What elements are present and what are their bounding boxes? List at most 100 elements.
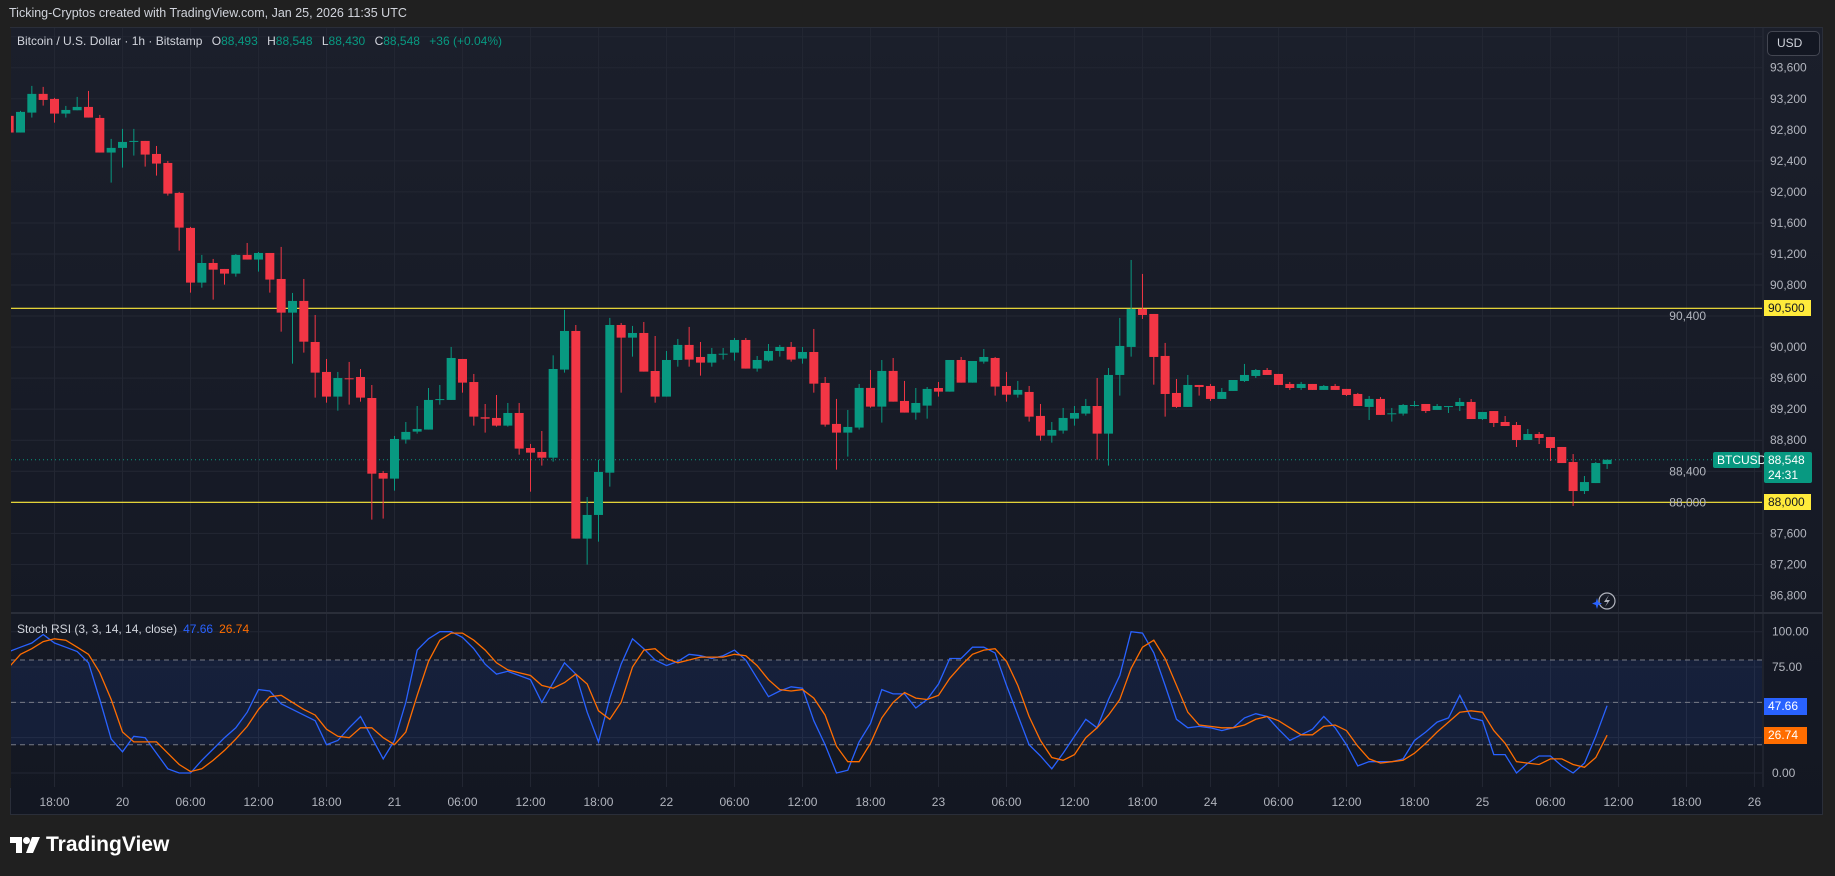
candle <box>1239 363 1249 382</box>
candle-body <box>1035 415 1045 436</box>
chart-caption: Ticking-Cryptos created with TradingView… <box>9 6 407 20</box>
candle <box>151 145 161 176</box>
candle <box>197 254 207 288</box>
candle-body <box>287 300 297 313</box>
tradingview-logo-icon <box>10 837 40 853</box>
candle <box>276 246 286 332</box>
candle <box>1307 383 1317 390</box>
candle <box>27 85 37 118</box>
tradingview-logo[interactable]: TradingView <box>10 833 169 857</box>
grid <box>11 28 1762 787</box>
candle <box>854 383 864 430</box>
candle-body <box>865 387 875 407</box>
candle <box>219 268 229 285</box>
close-value: 88,548 <box>383 34 420 48</box>
candle-body <box>219 268 229 274</box>
open-label: O <box>211 34 222 48</box>
candle <box>1024 385 1034 422</box>
high-value: 88,548 <box>275 34 313 48</box>
candle <box>117 128 127 168</box>
time-axis-label: 18:00 <box>583 795 613 809</box>
candle <box>38 86 48 106</box>
price-axis-label: 89,200 <box>1770 402 1807 416</box>
candle-body <box>446 357 456 400</box>
candle <box>253 251 263 272</box>
candle <box>163 160 173 196</box>
candle <box>321 358 331 403</box>
candle <box>1171 378 1181 408</box>
lightning-icon[interactable] <box>1598 592 1616 610</box>
candle <box>1398 403 1408 416</box>
time-axis-label: 06:00 <box>991 795 1021 809</box>
candle-body <box>797 351 807 359</box>
candle-body <box>253 252 263 260</box>
candle <box>684 326 694 367</box>
candle-body <box>265 252 275 280</box>
stoch-lines <box>8 630 1608 774</box>
candle <box>174 191 184 251</box>
currency-button[interactable]: USD <box>1767 31 1820 56</box>
stoch-d-line <box>8 632 1608 773</box>
candle <box>1579 475 1589 494</box>
candle <box>752 355 762 372</box>
candle <box>718 347 728 360</box>
candle <box>1047 421 1057 443</box>
candle-body <box>1579 482 1589 492</box>
candle-body <box>1330 385 1340 390</box>
candle-body <box>525 447 535 453</box>
change-value: +36 (+0.04%) <box>429 34 503 48</box>
candle-body <box>299 300 309 342</box>
candle <box>1319 384 1329 390</box>
candle-body <box>1103 374 1113 434</box>
candles <box>8 85 1612 565</box>
candle-body <box>321 371 331 397</box>
candle-body <box>129 140 139 142</box>
price-levels <box>11 307 1762 503</box>
candle <box>185 226 195 293</box>
low-label: L <box>321 34 329 48</box>
candle-body <box>990 357 1000 387</box>
candle <box>1126 259 1136 357</box>
bar-countdown: 24:31 <box>1768 468 1799 482</box>
candle-body <box>276 278 286 313</box>
candle <box>797 346 807 364</box>
candle-body <box>707 353 717 363</box>
candle <box>242 242 252 260</box>
candle <box>786 341 796 362</box>
time-axis-label: 06:00 <box>175 795 205 809</box>
candle <box>877 359 887 423</box>
time-axis-label: 18:00 <box>1399 795 1429 809</box>
candle-body <box>231 254 241 274</box>
candle-body <box>435 399 445 401</box>
indicator-legend: Stoch RSI (3, 3, 14, 14, close) 47.66 26.7… <box>17 622 249 636</box>
left-edge-mask <box>0 28 11 788</box>
candle-body <box>355 376 365 398</box>
candle <box>741 337 751 369</box>
candle-body <box>27 93 37 113</box>
candle <box>299 278 309 353</box>
candle-body <box>1545 437 1555 448</box>
price-axis-label: 88,000 <box>1669 495 1706 509</box>
candle <box>514 402 524 455</box>
candle <box>16 110 26 133</box>
candle <box>389 435 399 491</box>
symbol-title[interactable]: Bitcoin / U.S. Dollar · 1h · Bitstamp <box>17 34 203 48</box>
candle <box>1137 273 1147 319</box>
candle-body <box>537 451 547 458</box>
candle <box>1092 377 1102 460</box>
price-axis-label: 87,600 <box>1770 526 1807 540</box>
d-value: 26.74 <box>219 622 250 636</box>
candle <box>435 384 445 405</box>
candle <box>1353 392 1363 406</box>
candle-body <box>117 141 127 148</box>
indicator-title[interactable]: Stoch RSI (3, 3, 14, 14, close) <box>17 622 178 636</box>
price-axis-label: 91,200 <box>1770 247 1807 261</box>
candle-body <box>401 431 411 440</box>
candle-body <box>61 109 71 114</box>
candle-body <box>877 370 887 407</box>
stoch-axis-label: 100.00 <box>1772 625 1809 639</box>
candle <box>1058 407 1068 434</box>
candle <box>661 350 671 397</box>
candle-body <box>729 339 739 353</box>
